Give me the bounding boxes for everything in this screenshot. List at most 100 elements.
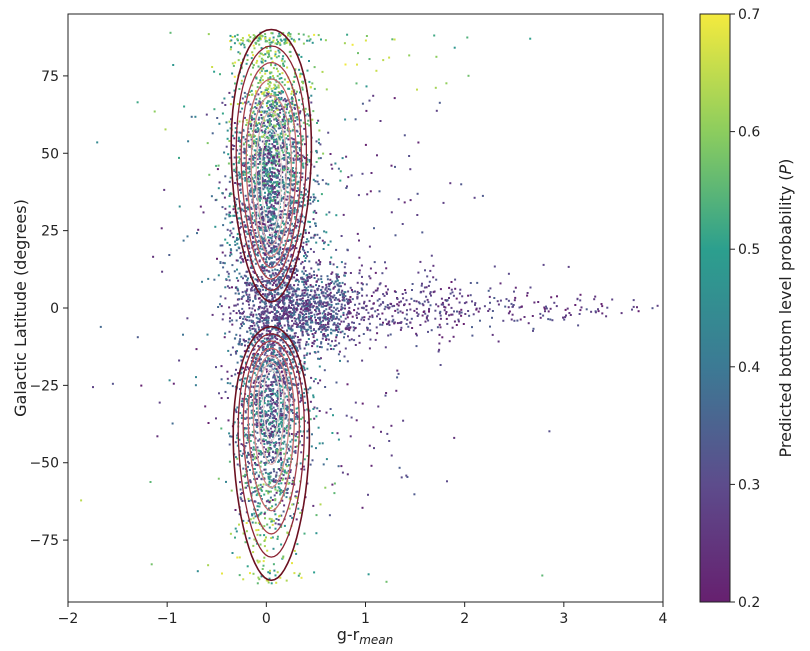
data-point <box>272 389 274 392</box>
data-point <box>282 301 285 304</box>
data-point <box>246 279 249 282</box>
data-point <box>266 404 269 407</box>
data-point <box>287 337 289 340</box>
data-point <box>272 355 275 358</box>
data-point <box>317 382 320 385</box>
data-point <box>253 142 255 145</box>
data-point <box>296 341 299 344</box>
data-point <box>346 185 348 188</box>
data-point <box>286 488 289 491</box>
data-point <box>272 341 275 344</box>
data-point <box>267 357 270 360</box>
data-point <box>309 86 312 89</box>
data-point <box>262 322 265 325</box>
data-point <box>283 295 286 298</box>
data-point <box>231 346 234 349</box>
data-point <box>336 307 339 310</box>
data-point <box>261 179 264 182</box>
data-point <box>263 433 266 436</box>
data-point <box>273 214 276 217</box>
data-point <box>281 81 284 84</box>
data-point <box>263 545 266 548</box>
data-point <box>275 283 277 286</box>
data-point <box>252 237 254 239</box>
data-point <box>265 411 268 414</box>
data-point <box>268 501 271 503</box>
data-point <box>289 469 292 472</box>
data-point <box>269 407 272 410</box>
data-point <box>230 489 233 492</box>
data-point <box>271 499 274 501</box>
data-point <box>259 79 262 82</box>
data-point <box>260 333 262 336</box>
data-point <box>249 134 252 137</box>
data-point <box>266 215 269 218</box>
data-point <box>254 234 257 237</box>
data-point <box>259 101 262 104</box>
data-point <box>267 311 270 314</box>
data-point <box>253 468 256 470</box>
data-point <box>264 169 267 172</box>
data-point <box>237 372 240 375</box>
data-point <box>226 137 229 140</box>
data-point <box>259 242 262 244</box>
data-point <box>312 334 315 337</box>
data-point <box>285 147 288 150</box>
data-point <box>243 157 246 160</box>
data-point <box>289 408 292 411</box>
data-point <box>290 372 293 375</box>
data-point <box>280 96 283 99</box>
data-point <box>275 56 278 59</box>
data-point <box>294 68 297 71</box>
data-point <box>275 449 278 452</box>
data-point <box>270 242 273 245</box>
data-point <box>330 272 333 275</box>
data-point <box>288 507 291 510</box>
data-point <box>338 323 341 326</box>
data-point <box>283 314 285 316</box>
data-point <box>290 117 293 120</box>
data-point <box>242 129 245 132</box>
data-point <box>268 440 271 443</box>
data-point <box>290 386 293 389</box>
data-point <box>262 152 265 155</box>
data-point <box>241 355 244 358</box>
data-point <box>278 414 281 417</box>
data-point <box>270 151 273 153</box>
data-point <box>263 358 266 361</box>
data-point <box>261 300 264 303</box>
data-point <box>228 215 231 218</box>
data-point <box>254 490 257 493</box>
data-point <box>273 167 276 170</box>
data-point <box>277 319 279 321</box>
data-point <box>267 477 270 480</box>
data-point <box>293 173 296 176</box>
data-point <box>290 270 293 273</box>
data-point <box>259 386 262 389</box>
data-point <box>211 313 214 316</box>
data-point <box>277 119 280 122</box>
data-point <box>289 388 291 391</box>
data-point <box>283 382 286 385</box>
data-point <box>270 364 273 367</box>
data-point <box>269 250 272 253</box>
data-point <box>369 267 372 270</box>
data-point <box>224 390 227 393</box>
data-point <box>271 337 274 340</box>
data-point <box>244 161 247 164</box>
data-point <box>247 395 249 397</box>
data-point <box>225 480 227 483</box>
data-point <box>274 87 277 90</box>
data-point <box>274 426 276 428</box>
data-point <box>288 353 291 355</box>
data-point <box>278 479 281 482</box>
data-point <box>243 315 246 318</box>
data-point <box>326 295 329 298</box>
data-point <box>249 36 252 39</box>
data-point <box>347 312 350 315</box>
data-point <box>275 176 278 179</box>
data-point <box>263 91 266 94</box>
data-point <box>249 124 252 127</box>
data-point <box>278 181 281 184</box>
data-point <box>311 459 314 462</box>
